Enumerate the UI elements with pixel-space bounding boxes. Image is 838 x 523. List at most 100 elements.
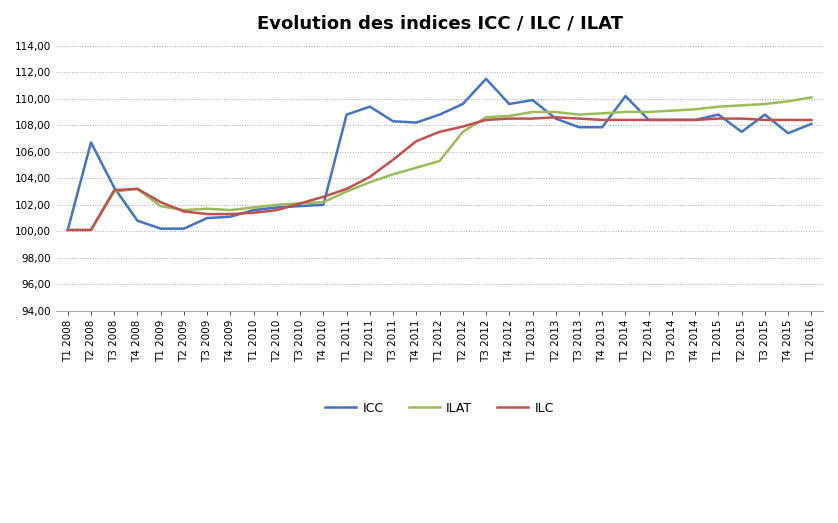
ILAT: [435, 158, 445, 164]
Title: Evolution des indices ICC / ILC / ILAT: Evolution des indices ICC / ILC / ILAT: [256, 15, 623, 33]
ICC: [109, 185, 119, 191]
ICC: [691, 117, 701, 123]
ICC: [63, 227, 73, 233]
ICC: [713, 111, 723, 118]
ICC: [178, 225, 189, 232]
ILAT: [481, 114, 491, 120]
ICC: [784, 130, 794, 137]
ILAT: [249, 204, 259, 211]
ILAT: [504, 113, 515, 119]
ILAT: [527, 109, 537, 115]
ILAT: [644, 109, 654, 115]
ICC: [388, 118, 398, 124]
ILC: [667, 117, 677, 123]
ICC: [458, 101, 468, 107]
ILC: [132, 186, 142, 192]
ILAT: [597, 110, 608, 117]
ILAT: [318, 199, 328, 205]
ILAT: [574, 111, 584, 118]
ICC: [295, 203, 305, 209]
ICC: [551, 116, 561, 122]
ILAT: [365, 179, 375, 185]
ILAT: [86, 227, 96, 233]
ILC: [691, 117, 701, 123]
ILC: [295, 200, 305, 207]
ILAT: [225, 207, 235, 213]
ICC: [202, 215, 212, 221]
ICC: [806, 121, 816, 127]
ILAT: [295, 200, 305, 207]
ICC: [225, 213, 235, 220]
ICC: [365, 104, 375, 110]
ILC: [202, 211, 212, 217]
ILAT: [667, 108, 677, 114]
ILAT: [388, 171, 398, 177]
ILAT: [620, 109, 630, 115]
ICC: [272, 204, 282, 211]
ILAT: [156, 203, 166, 209]
ILAT: [458, 129, 468, 135]
ILC: [504, 116, 515, 122]
ILC: [365, 174, 375, 180]
ICC: [435, 111, 445, 118]
ICC: [249, 207, 259, 213]
ILC: [527, 116, 537, 122]
ILC: [411, 138, 422, 144]
ILAT: [178, 207, 189, 213]
ILC: [178, 208, 189, 214]
ILAT: [202, 206, 212, 212]
ILC: [481, 117, 491, 123]
Line: ILC: ILC: [68, 117, 811, 230]
ILC: [713, 116, 723, 122]
ICC: [318, 202, 328, 208]
ILC: [644, 117, 654, 123]
ILAT: [551, 109, 561, 115]
ILC: [458, 123, 468, 130]
ILC: [272, 207, 282, 213]
ILC: [388, 156, 398, 163]
ILAT: [691, 106, 701, 112]
ILC: [86, 227, 96, 233]
ILAT: [132, 186, 142, 192]
ILC: [109, 187, 119, 194]
ICC: [411, 119, 422, 126]
ILC: [551, 114, 561, 120]
ILC: [156, 199, 166, 205]
ICC: [156, 225, 166, 232]
Line: ILAT: ILAT: [68, 97, 811, 230]
ILC: [63, 227, 73, 233]
ILC: [318, 194, 328, 200]
ILAT: [411, 165, 422, 171]
ILC: [225, 211, 235, 217]
ILAT: [737, 102, 747, 108]
ICC: [574, 124, 584, 130]
Line: ICC: ICC: [68, 79, 811, 230]
ICC: [132, 218, 142, 224]
ICC: [644, 117, 654, 123]
ILAT: [342, 188, 352, 195]
ILC: [435, 129, 445, 135]
ICC: [342, 111, 352, 118]
ILAT: [109, 188, 119, 195]
ILC: [597, 117, 608, 123]
ILC: [806, 117, 816, 123]
ILC: [249, 210, 259, 216]
ICC: [481, 76, 491, 82]
ILC: [784, 117, 794, 123]
ICC: [667, 117, 677, 123]
Legend: ICC, ILAT, ILC: ICC, ILAT, ILC: [320, 396, 559, 419]
ICC: [620, 93, 630, 99]
ILC: [737, 116, 747, 122]
ILAT: [806, 94, 816, 100]
ILAT: [713, 104, 723, 110]
ICC: [527, 97, 537, 103]
ICC: [737, 129, 747, 135]
ILAT: [272, 202, 282, 208]
ILC: [342, 186, 352, 192]
ILC: [760, 117, 770, 123]
ILC: [620, 117, 630, 123]
ICC: [504, 101, 515, 107]
ILAT: [63, 227, 73, 233]
ILAT: [760, 101, 770, 107]
ICC: [86, 139, 96, 145]
